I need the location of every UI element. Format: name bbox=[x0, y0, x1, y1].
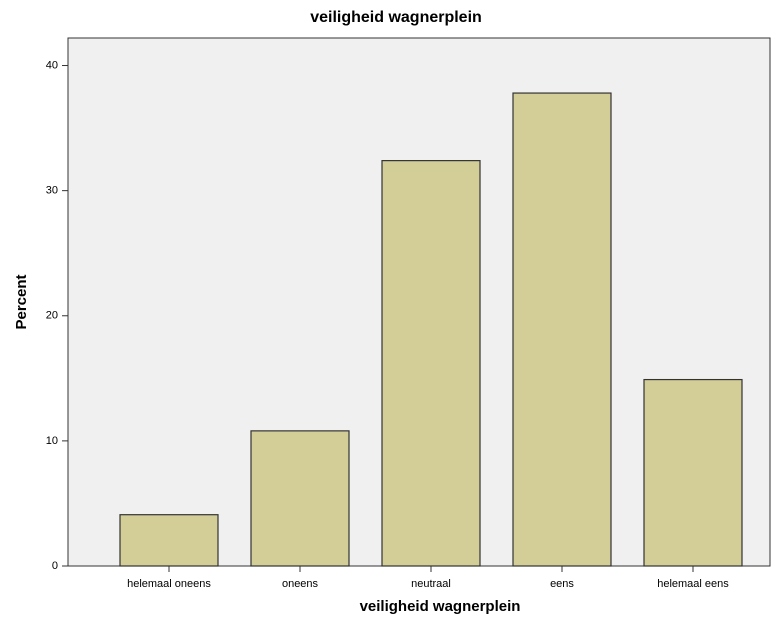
bar bbox=[119, 514, 219, 567]
x-tick-label: oneens bbox=[282, 578, 319, 590]
y-tick-label: 40 bbox=[46, 59, 58, 71]
x-tick-label: helemaal oneens bbox=[127, 578, 211, 590]
x-tick-label: helemaal eens bbox=[657, 578, 729, 590]
y-tick-label: 0 bbox=[52, 560, 58, 572]
y-tick-label: 20 bbox=[46, 310, 58, 322]
y-tick-label: 10 bbox=[46, 435, 58, 447]
x-tick-label: eens bbox=[550, 578, 574, 590]
chart-title: veiligheid wagnerplein bbox=[310, 9, 482, 26]
x-tick-label: neutraal bbox=[411, 578, 451, 590]
bar bbox=[250, 430, 350, 567]
bar bbox=[512, 92, 612, 567]
bar bbox=[643, 378, 743, 567]
x-axis-title: veiligheid wagnerplein bbox=[360, 598, 521, 615]
y-tick-label: 30 bbox=[46, 185, 58, 197]
y-axis-title: Percent bbox=[13, 274, 30, 329]
bar bbox=[381, 160, 481, 567]
